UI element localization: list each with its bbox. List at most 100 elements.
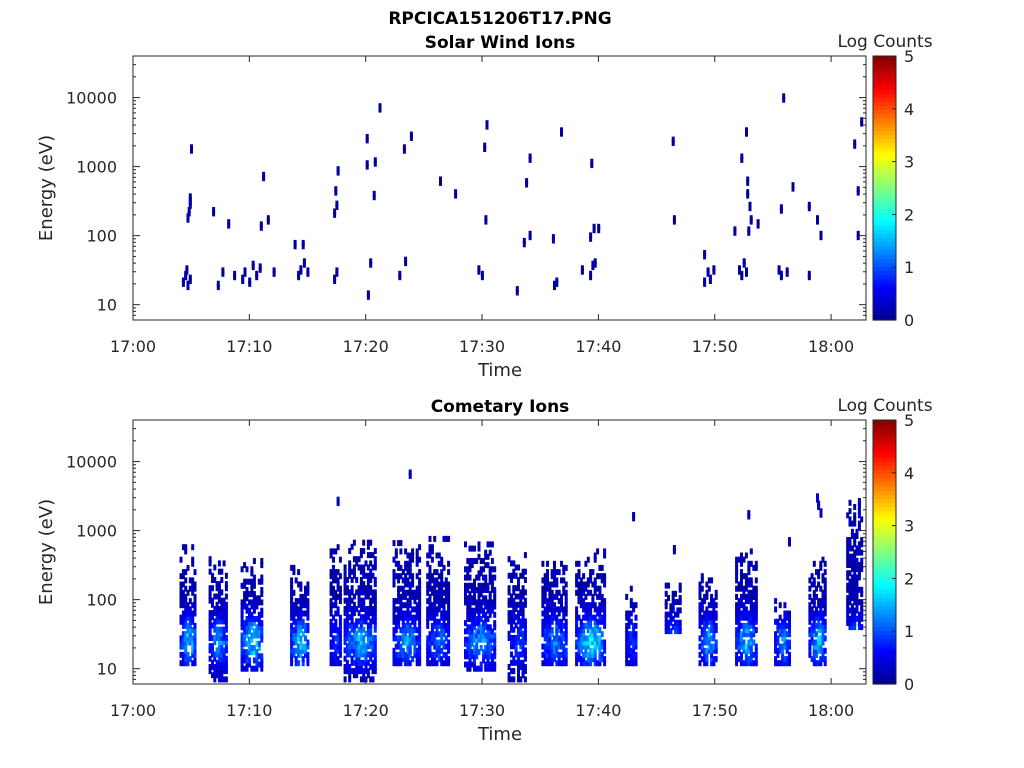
heatmap-cell	[629, 660, 633, 667]
heatmap-cell	[819, 647, 823, 654]
heatmap-cell	[357, 659, 361, 666]
heatmap-cell	[329, 606, 333, 613]
heatmap-cell	[220, 606, 224, 612]
heatmap-cell	[521, 635, 525, 641]
heatmap-cell	[821, 631, 825, 638]
heatmap-cell	[584, 610, 588, 617]
heatmap-cell	[712, 643, 716, 650]
heatmap-cell	[550, 569, 554, 576]
heatmap-cell	[812, 651, 816, 658]
heatmap-cell	[555, 631, 559, 638]
heatmap-cell	[426, 589, 430, 596]
heatmap-cell	[486, 649, 490, 656]
heatmap-cell	[357, 589, 361, 596]
heatmap-cell	[564, 635, 568, 642]
heatmap-cell	[817, 635, 821, 642]
heatmap-cell	[541, 618, 545, 625]
heatmap-cell	[562, 569, 566, 576]
heatmap-cell	[213, 639, 217, 646]
heatmap-cell	[262, 171, 266, 178]
heatmap-cell	[735, 635, 739, 642]
heatmap-cell	[521, 606, 525, 612]
heatmap-cell	[707, 585, 711, 592]
heatmap-cell	[548, 647, 552, 654]
heatmap-cell	[217, 664, 221, 670]
heatmap-cell	[292, 647, 296, 654]
heatmap-cell	[710, 593, 714, 600]
heatmap-cell	[850, 615, 854, 622]
heatmap-cell	[808, 610, 812, 617]
heatmap-cell	[301, 593, 305, 600]
heatmap-cell	[369, 552, 373, 559]
heatmap-cell	[348, 647, 352, 654]
heatmap-cell	[823, 606, 827, 613]
heatmap-cell	[490, 582, 494, 589]
heatmap-cell	[440, 656, 444, 663]
panel-title: Solar Wind Ions	[425, 33, 576, 53]
heatmap-cell	[788, 631, 791, 638]
heatmap-cell	[369, 572, 373, 579]
heatmap-cell	[243, 599, 247, 606]
heatmap-cell	[586, 651, 590, 658]
heatmap-cell	[746, 192, 750, 199]
heatmap-cell	[749, 656, 753, 663]
colorbar-tick-label: 2	[904, 569, 914, 588]
heatmap-cell	[366, 630, 370, 637]
heatmap-cell	[440, 573, 444, 580]
heatmap-cell	[213, 610, 217, 617]
heatmap-cell	[846, 615, 850, 622]
heatmap-cell	[596, 593, 600, 600]
heatmap-cell	[188, 618, 192, 625]
colorbar-band	[873, 101, 896, 107]
heatmap-cell	[512, 659, 516, 666]
heatmap-cell	[482, 620, 485, 627]
heatmap-cell	[735, 656, 739, 663]
heatmap-cell	[707, 635, 711, 642]
heatmap-cell	[473, 558, 476, 564]
heatmap-cell	[855, 586, 859, 593]
heatmap-cell	[418, 610, 422, 617]
heatmap-cell	[812, 602, 816, 609]
heatmap-cell	[848, 582, 852, 589]
heatmap-cell	[853, 516, 857, 523]
heatmap-cell	[179, 593, 183, 600]
heatmap-cell	[860, 120, 864, 127]
heatmap-cell	[399, 647, 403, 654]
heatmap-cell	[252, 595, 256, 602]
colorbar-band	[873, 183, 896, 189]
heatmap-cell	[404, 639, 408, 646]
heatmap-cell	[181, 544, 185, 551]
heatmap-cell	[447, 589, 451, 596]
heatmap-cell	[338, 651, 342, 658]
heatmap-cell	[593, 552, 597, 559]
heatmap-cell	[737, 618, 741, 625]
heatmap-cell	[560, 560, 563, 567]
heatmap-cell	[179, 660, 183, 667]
colorbar-band	[873, 576, 896, 582]
heatmap-cell	[184, 643, 188, 650]
heatmap-cell	[440, 593, 444, 600]
heatmap-cell	[343, 618, 347, 625]
heatmap-cell	[855, 574, 859, 581]
heatmap-cell	[435, 598, 439, 605]
heatmap-cell	[306, 602, 310, 609]
heatmap-cell	[710, 602, 714, 609]
heatmap-cell	[299, 614, 303, 621]
heatmap-cell	[510, 614, 513, 621]
heatmap-cell	[560, 577, 563, 584]
heatmap-cell	[821, 656, 825, 663]
heatmap-cell	[442, 589, 446, 596]
heatmap-cell	[181, 581, 185, 588]
heatmap-cell	[464, 587, 467, 593]
heatmap-cell	[248, 628, 251, 635]
heatmap-cell	[336, 585, 340, 592]
heatmap-cell	[525, 178, 529, 185]
heatmap-cell	[260, 624, 264, 631]
heatmap-cell	[850, 528, 854, 535]
heatmap-cell	[593, 643, 597, 650]
heatmap-cell	[541, 651, 545, 658]
heatmap-cell	[486, 587, 490, 593]
heatmap-cell	[484, 553, 488, 560]
heatmap-cell	[442, 651, 446, 658]
heatmap-cell	[700, 598, 704, 605]
